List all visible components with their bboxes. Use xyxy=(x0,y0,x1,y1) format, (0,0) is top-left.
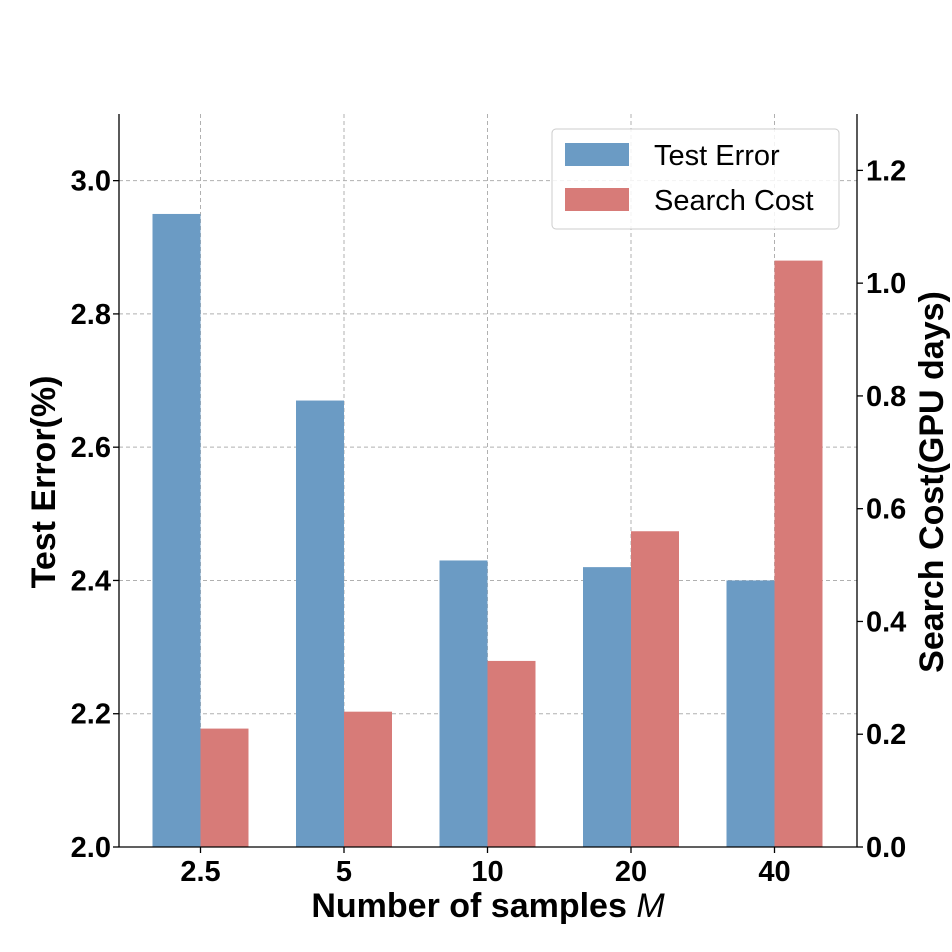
bars xyxy=(152,213,823,848)
right-y-tick-label: 0.4 xyxy=(866,606,906,638)
x-axis-variable: M xyxy=(636,887,665,925)
legend-swatch-test-error xyxy=(565,143,629,166)
legend-label-search-cost: Search Cost xyxy=(654,185,814,217)
bar-search-cost xyxy=(774,260,823,848)
left-y-tick-label: 2.2 xyxy=(71,699,111,731)
left-y-tick-label: 2.4 xyxy=(71,565,111,597)
left-y-tick-label: 2.0 xyxy=(71,832,111,864)
right-y-tick-label: 1.0 xyxy=(866,268,906,300)
x-axis-title: Number of samples M xyxy=(311,887,665,925)
left-y-axis-title: Test Error(%) xyxy=(25,376,63,589)
bar-test-error xyxy=(439,560,488,847)
right-y-tick-label: 0.6 xyxy=(866,494,906,526)
x-tick-label: 2.5 xyxy=(180,856,220,888)
right-y-tick-label: 0.0 xyxy=(866,832,906,864)
axis-ticks: 2.0 2.2 2.4 2.6 2.8 3.0 0.0 0.2 0.4 0.6 0.8 1.0 1.2 2… xyxy=(71,155,907,888)
bar-test-error xyxy=(296,400,344,847)
right-y-tick-label: 0.2 xyxy=(866,719,906,751)
right-y-axis-title: Search Cost(GPU days) xyxy=(913,291,951,673)
x-tick-label: 40 xyxy=(758,856,790,888)
legend-label-test-error: Test Error xyxy=(654,140,780,172)
bar-test-error xyxy=(583,567,631,847)
left-y-tick-label: 2.8 xyxy=(71,299,111,331)
bar-search-cost xyxy=(200,728,249,847)
bar-search-cost xyxy=(631,531,679,847)
x-axis-title-text: Number of samples xyxy=(311,887,627,925)
x-tick-label: 10 xyxy=(471,856,503,888)
bar-test-error xyxy=(726,580,775,847)
right-y-tick-label: 1.2 xyxy=(866,155,906,187)
x-tick-label: 5 xyxy=(336,856,352,888)
legend-swatch-search-cost xyxy=(565,188,629,211)
legend: Test Error Search Cost xyxy=(551,128,840,230)
left-y-tick-label: 3.0 xyxy=(71,166,111,198)
left-y-tick-label: 2.6 xyxy=(71,432,111,464)
bar-test-error xyxy=(152,213,201,848)
bar-search-cost xyxy=(487,660,536,847)
bar-search-cost xyxy=(344,711,392,847)
right-y-tick-label: 0.8 xyxy=(866,381,906,413)
x-tick-label: 20 xyxy=(615,856,647,888)
